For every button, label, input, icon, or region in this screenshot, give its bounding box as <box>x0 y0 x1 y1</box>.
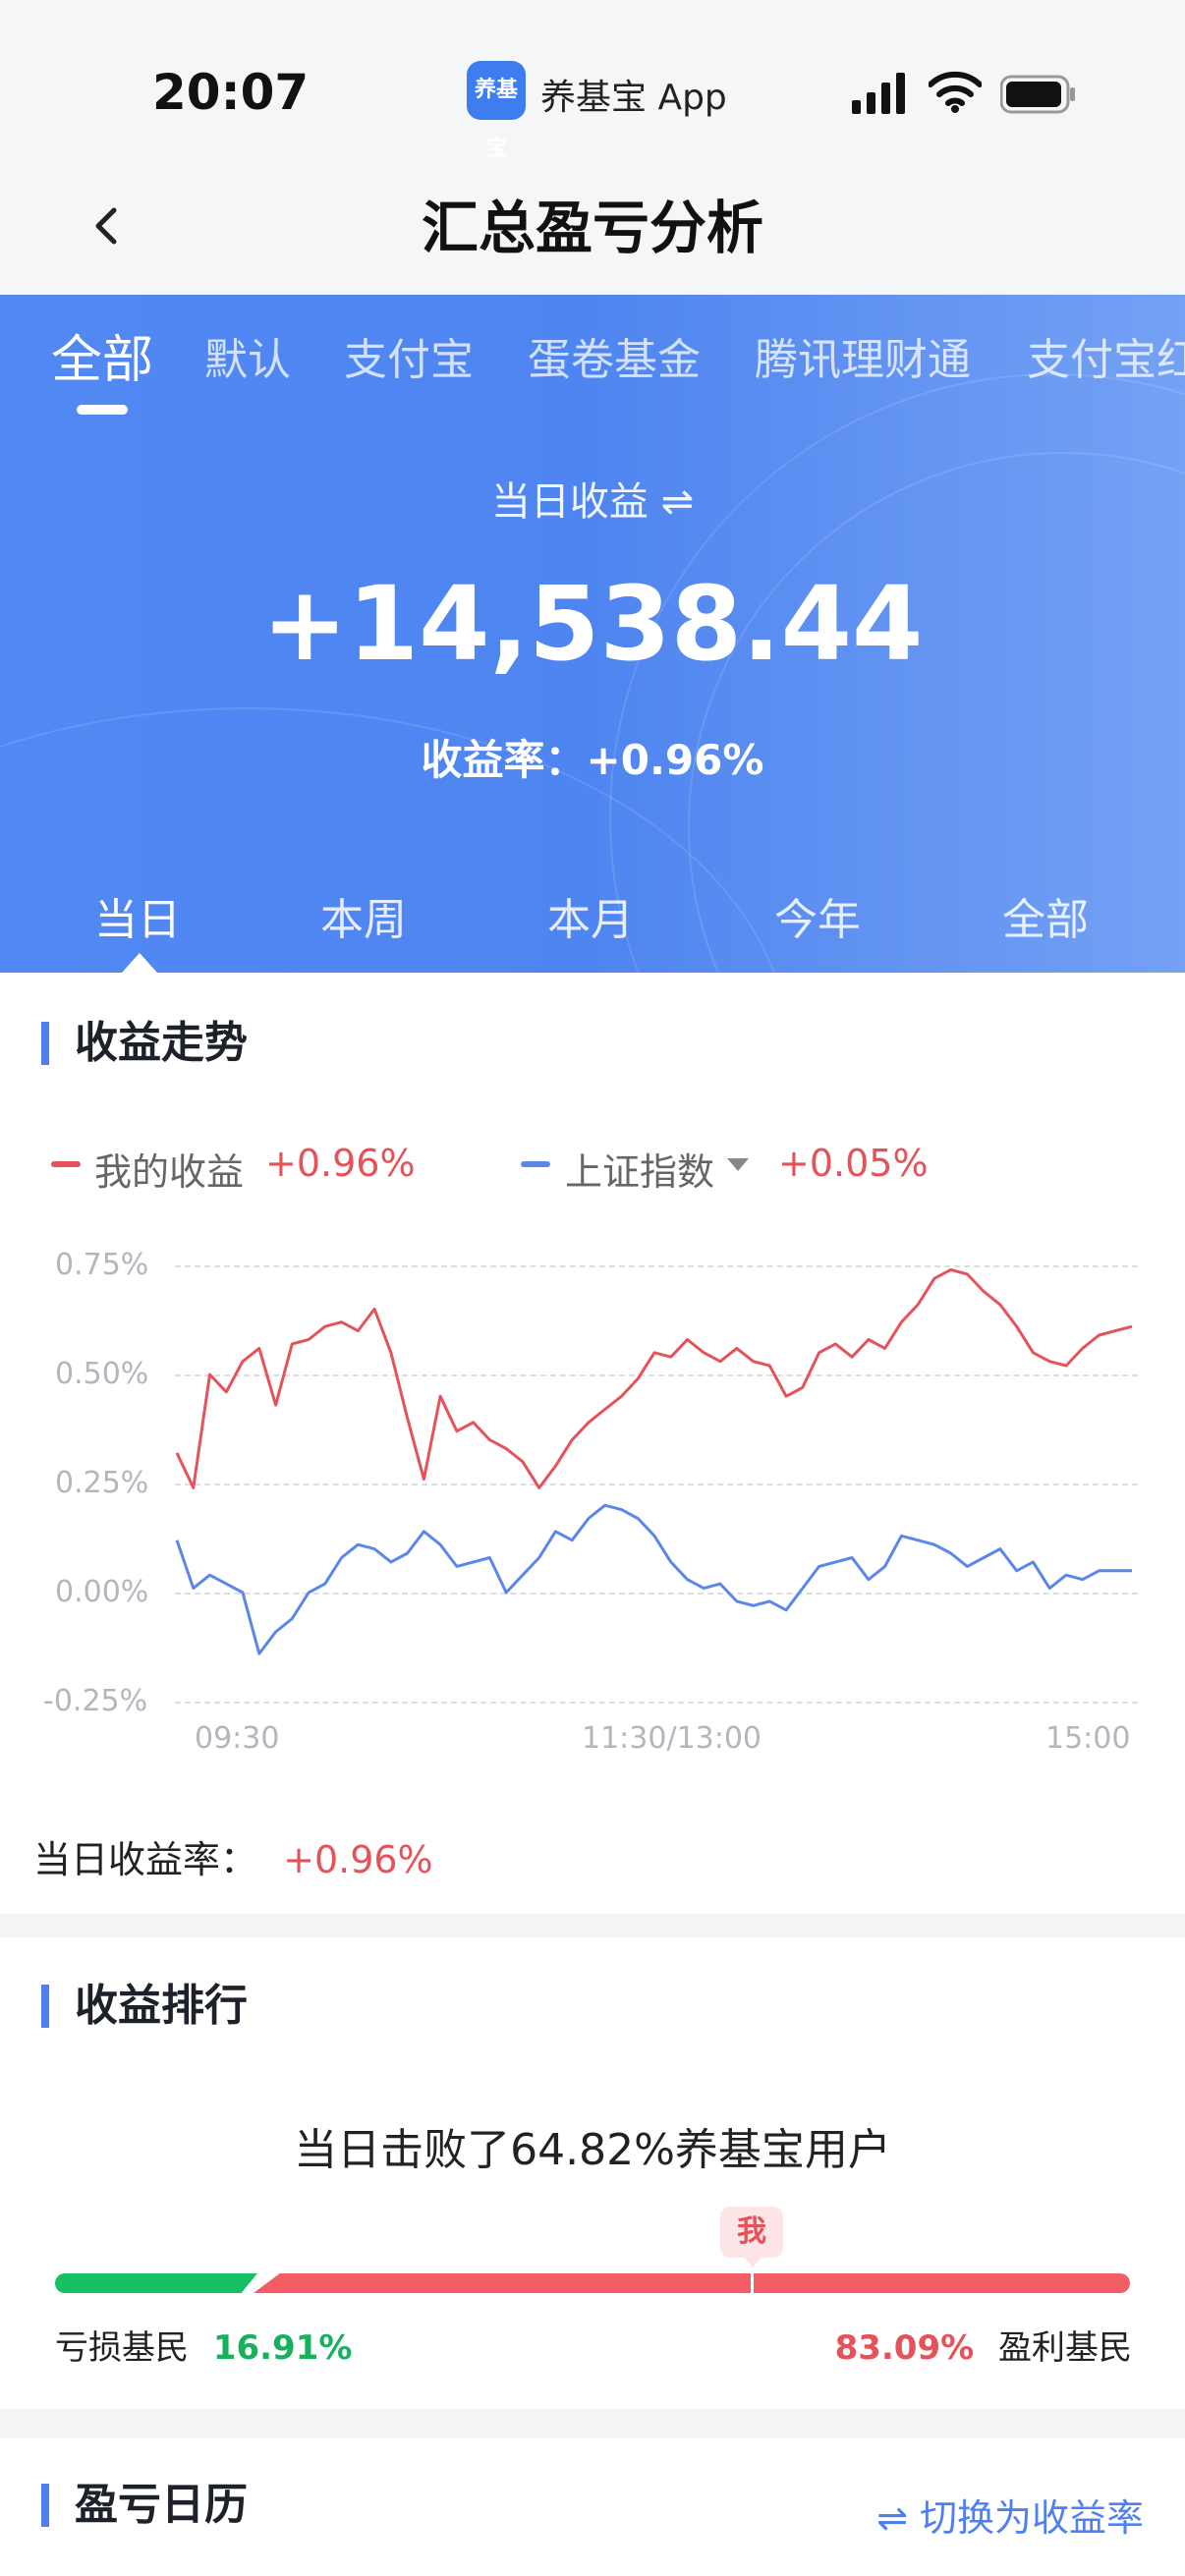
ranking-headline: 当日击败了64.82%养基宝用户 <box>294 2125 891 2175</box>
period-indicator <box>122 953 157 973</box>
daily-profit-toggle[interactable]: 当日收益 ⇌ <box>490 479 695 525</box>
calendar-title: 盈亏日历 <box>41 2484 248 2527</box>
marker-line <box>751 2268 754 2301</box>
trend-card: 收益走势 <box>0 973 1185 1914</box>
marker-pointer <box>743 2256 762 2268</box>
period-today[interactable]: 当日 <box>94 895 181 945</box>
period-week[interactable]: 本周 <box>320 895 407 945</box>
y-tick-label: 0.00% <box>55 1575 149 1609</box>
tab-tencent[interactable]: 腾讯理财通 <box>755 335 971 383</box>
app-name: 养基宝 App <box>540 78 727 118</box>
x-tick-label: 09:30 <box>195 1721 280 1756</box>
legend-mine-swatch <box>51 1161 81 1167</box>
status-time: 20:07 <box>152 64 310 121</box>
summary-header <box>0 295 1185 973</box>
daily-rate-row: 当日收益率： +0.96% <box>33 1829 433 1883</box>
wifi-icon <box>929 71 982 113</box>
legend-mine-value: +0.96% <box>265 1142 416 1185</box>
legend-index-value: +0.05% <box>778 1142 929 1185</box>
battery-icon <box>1000 75 1075 114</box>
gain-label: 盈利基民 <box>998 2328 1132 2368</box>
loss-bar <box>55 2273 257 2293</box>
period-year[interactable]: 今年 <box>774 895 861 945</box>
gridline <box>175 1265 1138 1267</box>
tab-all[interactable]: 全部 <box>51 331 154 383</box>
x-tick-label: 11:30/13:00 <box>582 1721 762 1756</box>
gridline <box>175 1374 1138 1376</box>
gain-value: 83.09% <box>834 2328 975 2368</box>
gridline <box>175 1702 1138 1704</box>
tab-alipay[interactable]: 支付宝 <box>344 335 474 383</box>
status-bar <box>0 0 1185 187</box>
period-all[interactable]: 全部 <box>1002 895 1089 945</box>
loss-value: 16.91% <box>212 2328 353 2368</box>
legend-index-swatch <box>521 1161 550 1167</box>
y-tick-label: -0.25% <box>43 1684 148 1718</box>
cellular-signal-icon <box>852 73 905 114</box>
daily-rate-label: 当日收益率： <box>33 1838 258 1881</box>
loss-users: 亏损基民 16.91% <box>55 2321 352 2369</box>
gridline <box>175 1593 1138 1595</box>
loss-label: 亏损基民 <box>55 2328 189 2368</box>
x-tick-label: 15:00 <box>1045 1721 1131 1756</box>
period-month[interactable]: 本月 <box>547 895 634 945</box>
ranking-card: 收益排行 <box>0 1937 1185 2409</box>
y-tick-label: 0.25% <box>55 1466 149 1500</box>
y-tick-label: 0.50% <box>55 1357 149 1391</box>
trend-title: 收益走势 <box>41 1022 248 1065</box>
gridline <box>175 1484 1138 1485</box>
ranking-title: 收益排行 <box>41 1985 248 2028</box>
page-title: 汇总盈亏分析 <box>421 195 763 261</box>
my-position-marker: 我 <box>720 2207 783 2258</box>
daily-return-rate: 收益率：+0.96% <box>421 736 764 784</box>
switch-to-rate-button[interactable]: ⇌ 切换为收益率 <box>876 2496 1144 2540</box>
tab-alipay-red[interactable]: 支付宝红 <box>1027 335 1185 383</box>
index-selector[interactable]: 上证指数 <box>565 1150 715 1194</box>
account-tabs: 全部 默认 支付宝 蛋卷基金 腾讯理财通 支付宝红 <box>0 324 1185 383</box>
dropdown-triangle-icon[interactable] <box>725 1155 751 1173</box>
legend-mine-label: 我的收益 <box>94 1150 245 1194</box>
daily-rate-value: +0.96% <box>283 1838 433 1881</box>
app-badge-icon: 养基宝 <box>467 61 526 161</box>
back-arrow-icon[interactable] <box>79 196 138 255</box>
daily-profit-value: +14,538.44 <box>261 564 924 684</box>
nav-bar <box>0 187 1185 295</box>
active-tab-indicator <box>77 405 128 415</box>
calendar-card: 盈亏日历 <box>0 2438 1185 2576</box>
gain-users: 83.09% 盈利基民 <box>835 2321 1132 2369</box>
tab-default[interactable]: 默认 <box>204 335 291 383</box>
y-tick-label: 0.75% <box>55 1248 149 1282</box>
tab-danjuan[interactable]: 蛋卷基金 <box>528 335 701 383</box>
gain-bar <box>254 2273 1130 2293</box>
